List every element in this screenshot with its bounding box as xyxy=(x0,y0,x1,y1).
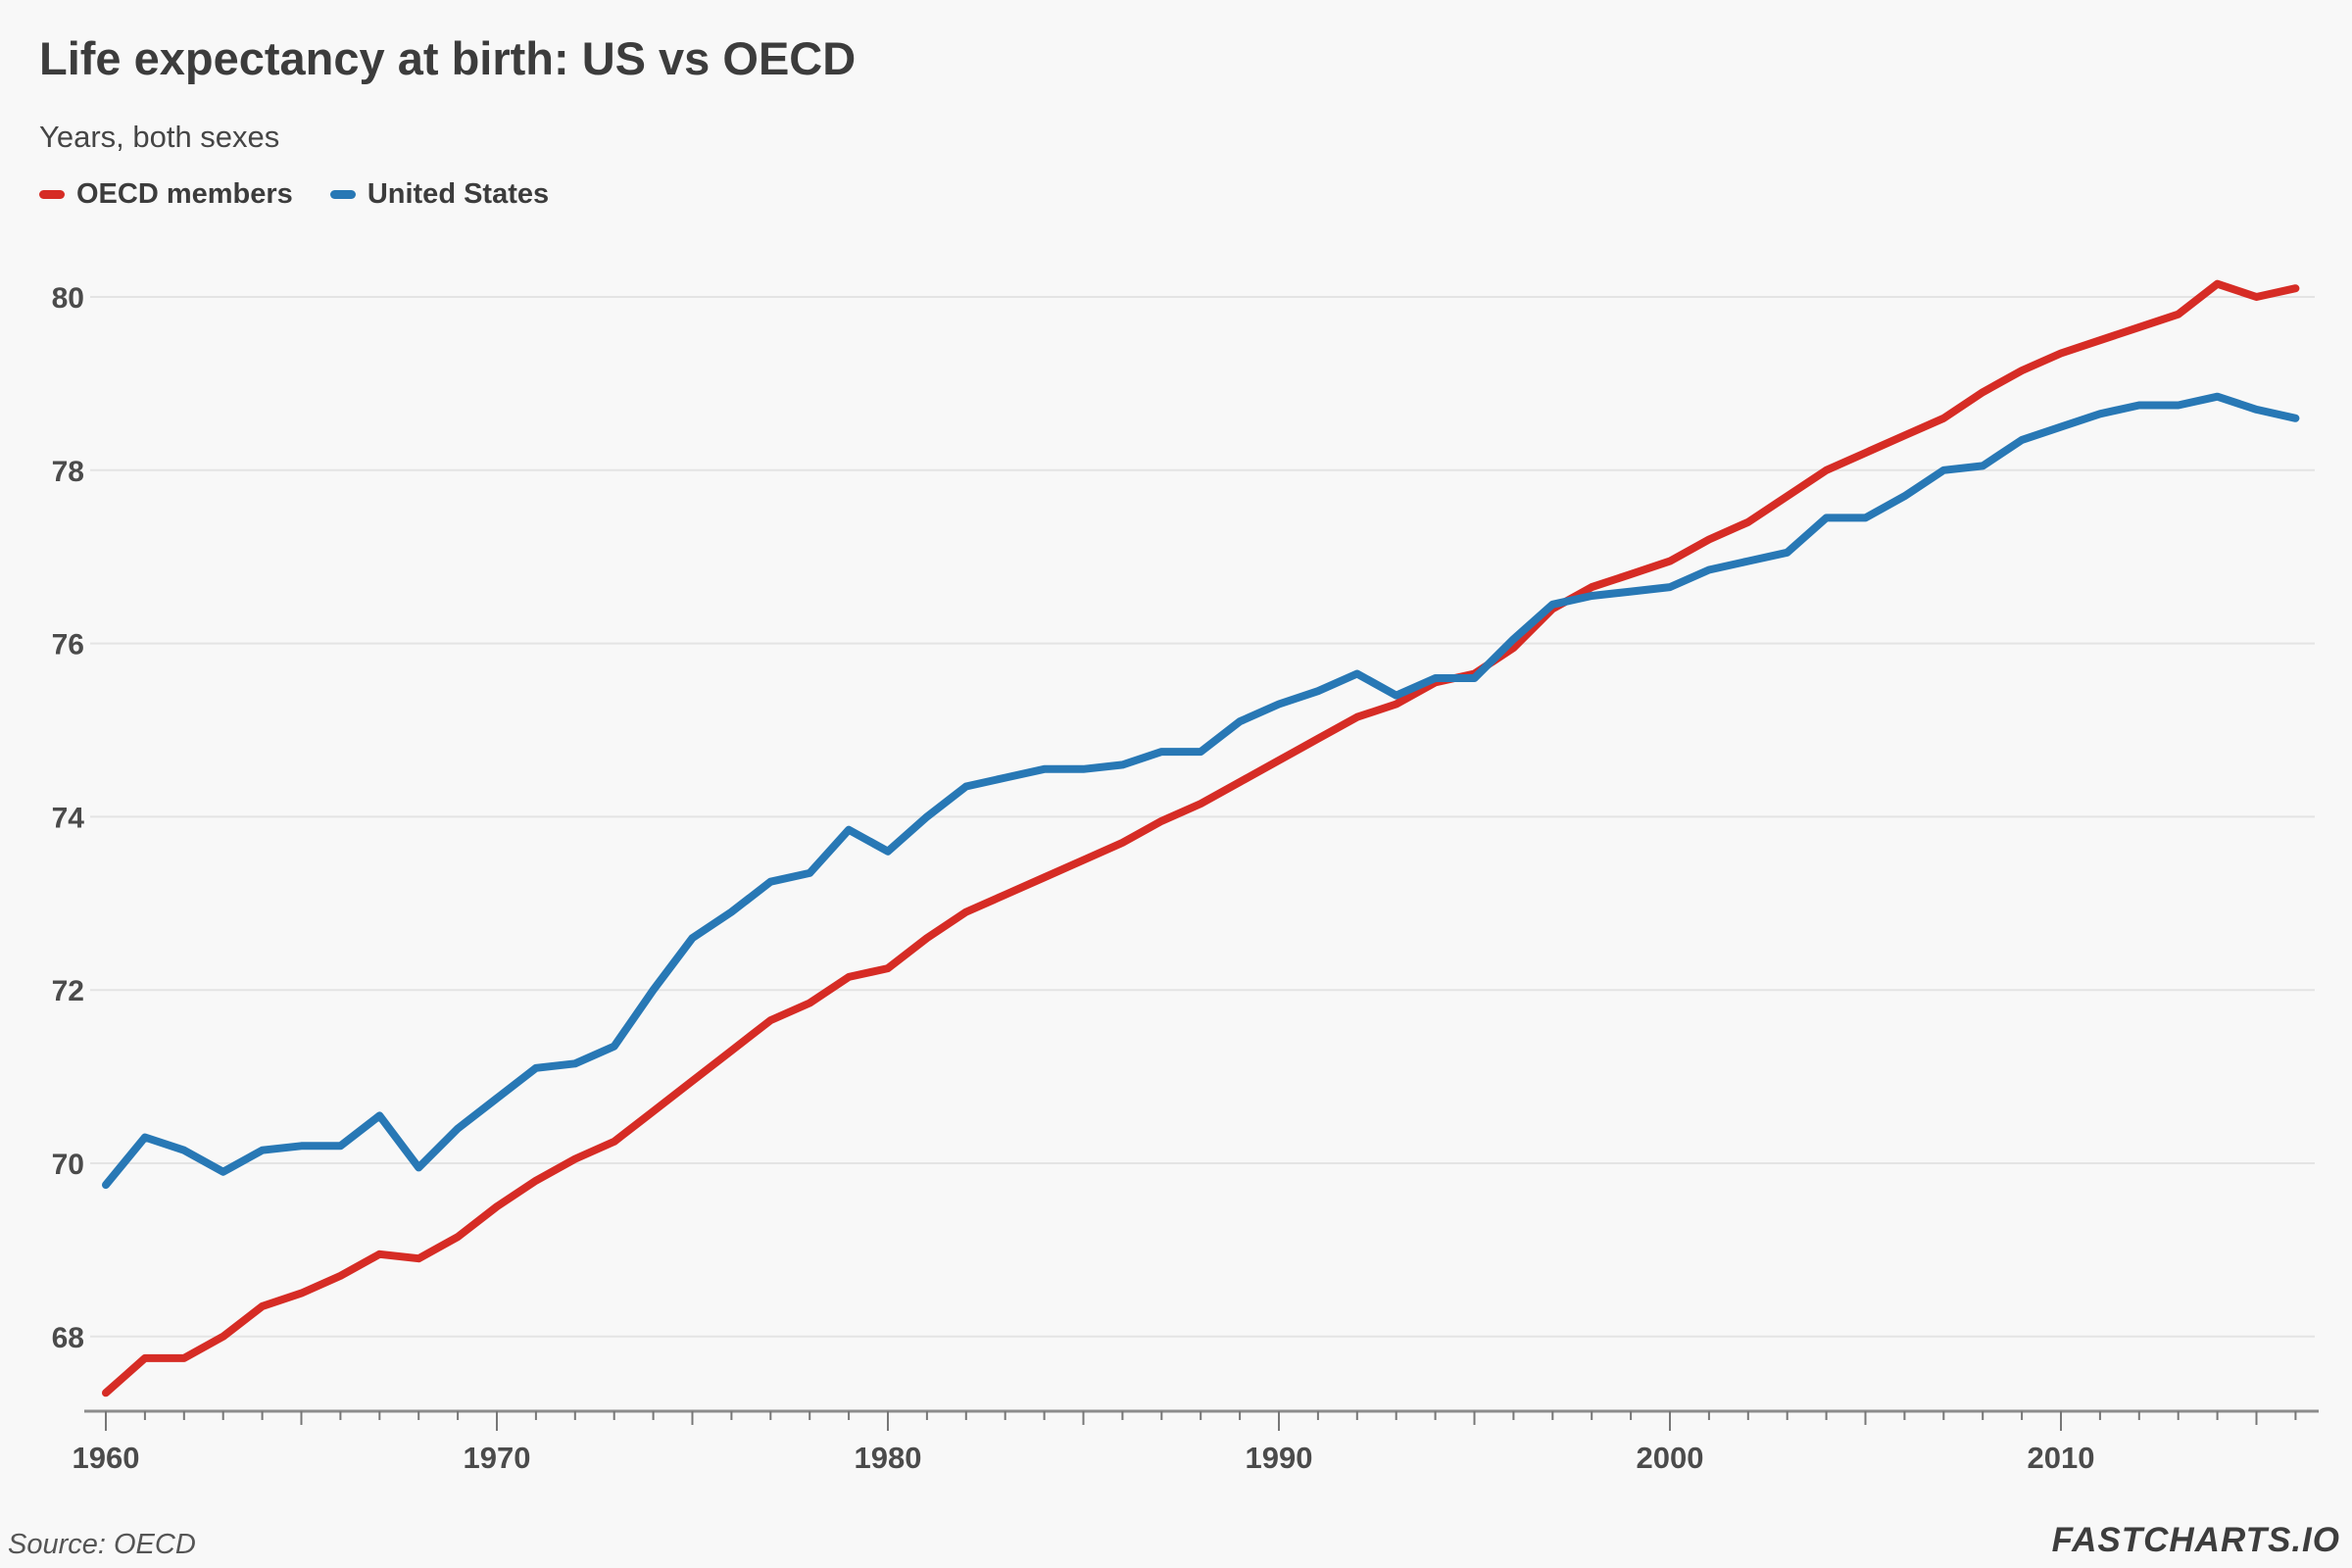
x-axis-tick-label: 2000 xyxy=(1637,1441,1704,1475)
series-line-united-states xyxy=(102,392,2300,1190)
y-axis-tick-label: 72 xyxy=(52,975,84,1007)
legend-item-oecd: OECD members xyxy=(39,178,293,211)
x-axis-tick-label: 1980 xyxy=(855,1441,922,1475)
x-axis-tick-label: 1960 xyxy=(73,1441,140,1475)
brand-logo: FASTCHARTS.IO xyxy=(2051,1521,2340,1559)
page-title: Life expectancy at birth: US vs OECD xyxy=(39,32,857,84)
x-axis-tick-label: 1970 xyxy=(464,1441,531,1475)
y-axis-tick-label: 70 xyxy=(52,1149,84,1181)
y-axis-tick-label: 78 xyxy=(52,456,84,488)
legend-label-us: United States xyxy=(367,178,550,210)
legend-item-us: United States xyxy=(329,178,550,211)
page-subtitle: Years, both sexes xyxy=(39,120,280,154)
x-axis-tick-label: 1990 xyxy=(1246,1441,1313,1475)
source-note: Source: OECD xyxy=(8,1529,196,1560)
chart-legend: OECD members United States xyxy=(39,178,549,211)
y-axis-tick-label: 74 xyxy=(52,802,85,834)
x-axis-tick-label: 2010 xyxy=(2028,1441,2095,1475)
legend-label-oecd: OECD members xyxy=(76,178,293,210)
oecd-legend-swatch-icon xyxy=(39,190,65,199)
us-legend-swatch-icon xyxy=(329,190,356,199)
series-line-oecd-members xyxy=(102,279,2300,1397)
y-axis-tick-label: 68 xyxy=(52,1322,84,1354)
y-axis-tick-label: 76 xyxy=(52,629,84,662)
y-axis-tick-label: 80 xyxy=(52,282,84,315)
